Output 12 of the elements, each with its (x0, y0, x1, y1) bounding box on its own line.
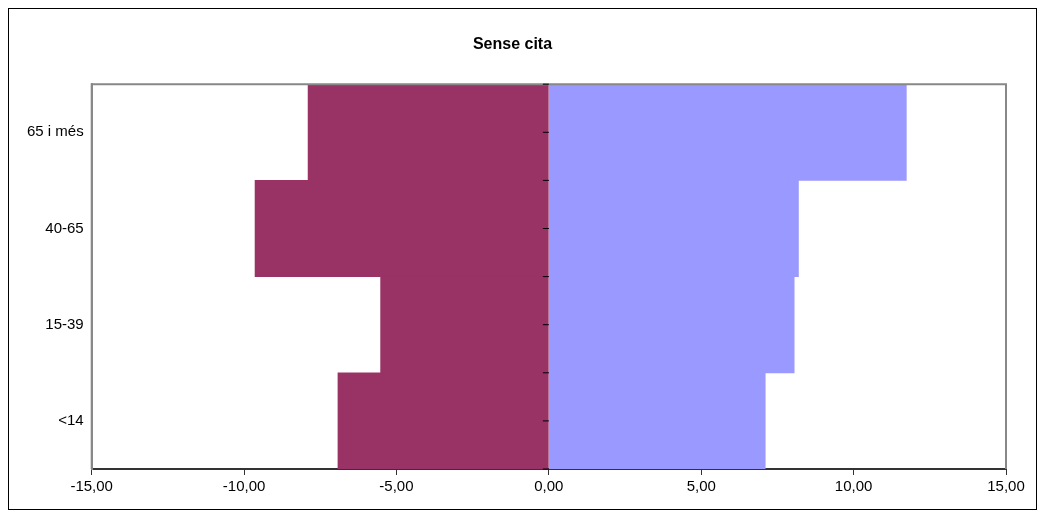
chart-title: Sense cita (472, 35, 553, 53)
x-tick-label: -15,00 (70, 477, 113, 495)
x-tick-label: 5,00 (686, 477, 716, 495)
x-tick-label: 15,00 (987, 477, 1025, 495)
y-tick-label: <14 (58, 411, 84, 429)
x-tick-label: -10,00 (222, 477, 266, 495)
x-tick-label: 10,00 (834, 477, 873, 495)
y-tick-label: 65 i més (26, 122, 84, 140)
x-tick-label: 0,00 (534, 477, 564, 495)
y-tick-label: 40-65 (45, 218, 84, 236)
x-tick-label: -5,00 (379, 477, 414, 495)
y-tick-label: 15-39 (45, 314, 84, 332)
